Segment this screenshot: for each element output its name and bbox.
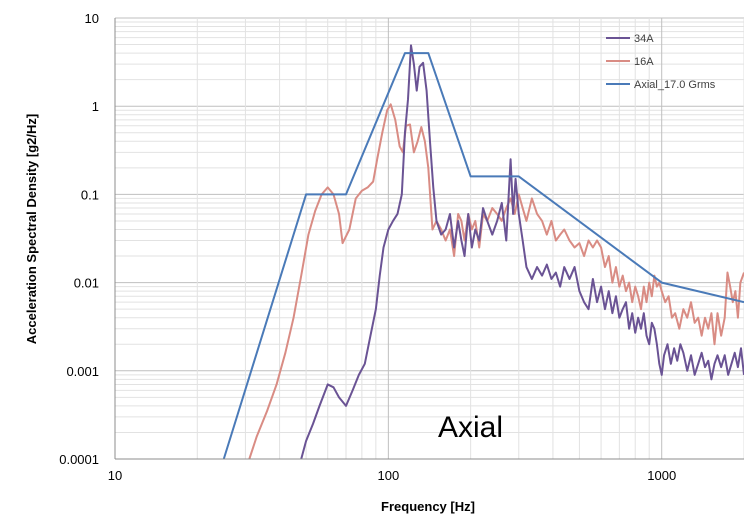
x-tick-labels: 10 100 1000 <box>108 468 676 483</box>
legend-label-16a: 16A <box>634 56 654 68</box>
chart-annotation: Axial <box>438 411 503 444</box>
series-line-axial-17-0-grms <box>222 52 744 460</box>
x-axis-title: Frequency [Hz] <box>381 499 475 514</box>
x-tick-label: 100 <box>378 468 400 483</box>
y-axis-title: Acceleration Spectral Density [g2/Hz] <box>24 114 39 344</box>
y-tick-label: 0.01 <box>74 276 99 291</box>
series-layer <box>222 44 744 460</box>
y-tick-label: 0.001 <box>66 364 99 379</box>
y-tick-label: 0.0001 <box>59 452 99 467</box>
legend-label-axial-17-0-grms: Axial_17.0 Grms <box>634 79 716 91</box>
chart-axes <box>114 18 744 460</box>
chart-legend: 34A 16A Axial_17.0 Grms <box>606 33 716 91</box>
y-tick-label: 0.1 <box>81 187 99 202</box>
x-tick-label: 10 <box>108 468 122 483</box>
y-tick-label: 10 <box>85 11 99 26</box>
y-tick-label: 1 <box>92 99 99 114</box>
legend-label-34a: 34A <box>634 33 654 45</box>
chart-grid <box>114 17 744 460</box>
series-line-34a <box>300 44 744 460</box>
y-tick-labels: 10 1 0.1 0.01 0.001 0.0001 <box>59 11 99 467</box>
series-line-16a <box>248 103 744 460</box>
x-tick-label: 1000 <box>647 468 676 483</box>
